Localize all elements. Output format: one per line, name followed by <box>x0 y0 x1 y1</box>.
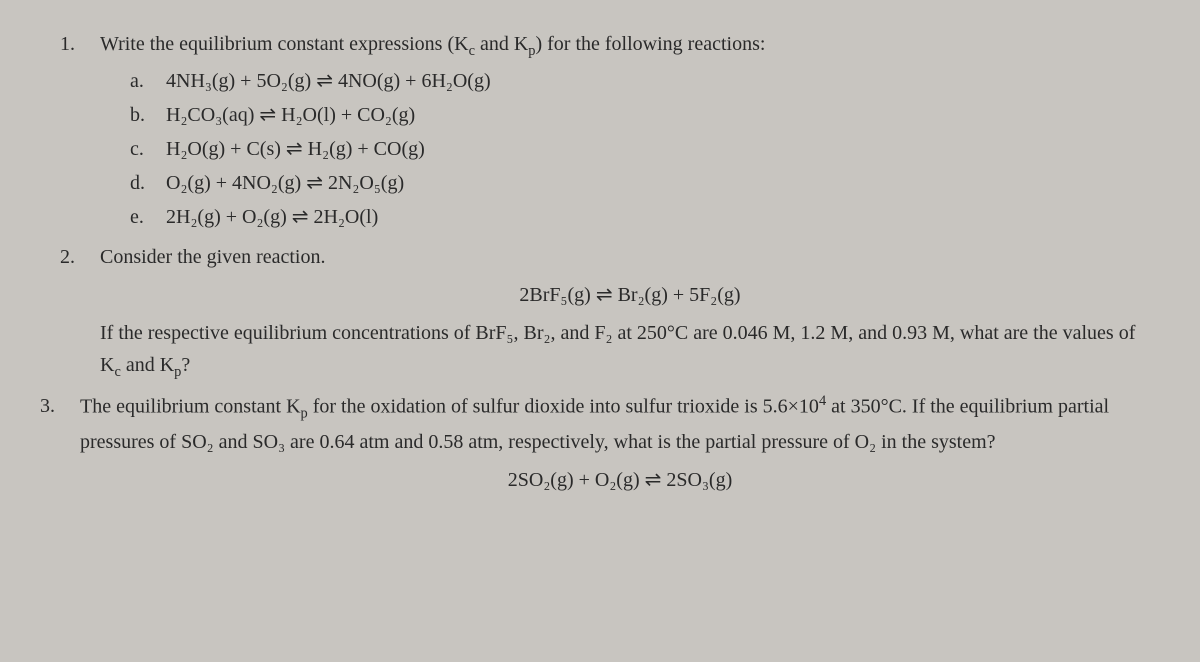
q1-number: 1. <box>60 28 100 235</box>
q1-item-c: c. H₂O(g) + C(s) ⇌ H₂(g) + CO(g) <box>100 133 1160 165</box>
q3-equation: 2SO₂(g) + O₂(g) ⇌ 2SO₃(g) <box>80 464 1160 496</box>
q2-number: 2. <box>60 241 100 384</box>
q2-body-post: ? <box>181 354 190 376</box>
q3-body-pre: The equilibrium constant K <box>80 396 301 418</box>
q1-prompt: Write the equilibrium constant expressio… <box>100 33 765 55</box>
q2-body: Consider the given reaction. 2BrF₅(g) ⇌ … <box>100 241 1160 384</box>
q1-body: Write the equilibrium constant expressio… <box>100 28 1160 235</box>
q3-text: The equilibrium constant Kp for the oxid… <box>80 390 1160 458</box>
q1-item-e: e. 2H₂(g) + O₂(g) ⇌ 2H₂O(l) <box>100 201 1160 233</box>
q2-prompt: Consider the given reaction. <box>100 241 1160 273</box>
q1-e-label: e. <box>130 201 166 233</box>
q1-e-eq: 2H₂(g) + O₂(g) ⇌ 2H₂O(l) <box>166 201 378 233</box>
question-3: 3. The equilibrium constant Kp for the o… <box>40 390 1160 502</box>
q1-prompt-mid: and K <box>475 33 528 55</box>
q1-d-label: d. <box>130 167 166 199</box>
question-2: 2. Consider the given reaction. 2BrF₅(g)… <box>60 241 1160 384</box>
q2-body-pre: If the respective equilibrium concentrat… <box>100 322 1135 376</box>
q3-sub-p: p <box>301 406 308 422</box>
q1-item-a: a. 4NH₃(g) + 5O₂(g) ⇌ 4NO(g) + 6H₂O(g) <box>100 65 1160 97</box>
q1-item-b: b. H₂CO₃(aq) ⇌ H₂O(l) + CO₂(g) <box>100 99 1160 131</box>
q2-equation: 2BrF₅(g) ⇌ Br₂(g) + 5F₂(g) <box>100 279 1160 311</box>
q1-b-eq: H₂CO₃(aq) ⇌ H₂O(l) + CO₂(g) <box>166 99 415 131</box>
q1-b-label: b. <box>130 99 166 131</box>
q2-text: If the respective equilibrium concentrat… <box>100 317 1160 384</box>
q1-a-label: a. <box>130 65 166 97</box>
q1-prompt-post: ) for the following reactions: <box>535 33 765 55</box>
q1-d-eq: O₂(g) + 4NO₂(g) ⇌ 2N₂O₅(g) <box>166 167 404 199</box>
page-content: 1. Write the equilibrium constant expres… <box>0 0 1200 528</box>
q1-a-eq: 4NH₃(g) + 5O₂(g) ⇌ 4NO(g) + 6H₂O(g) <box>166 65 491 97</box>
q2-body-mid: and K <box>121 354 174 376</box>
q3-body: The equilibrium constant Kp for the oxid… <box>80 390 1160 502</box>
question-1: 1. Write the equilibrium constant expres… <box>60 28 1160 235</box>
q1-c-label: c. <box>130 133 166 165</box>
q1-prompt-pre: Write the equilibrium constant expressio… <box>100 33 469 55</box>
q1-item-d: d. O₂(g) + 4NO₂(g) ⇌ 2N₂O₅(g) <box>100 167 1160 199</box>
q3-number: 3. <box>40 390 80 502</box>
q3-body-mid: for the oxidation of sulfur dioxide into… <box>308 396 819 418</box>
q1-c-eq: H₂O(g) + C(s) ⇌ H₂(g) + CO(g) <box>166 133 425 165</box>
